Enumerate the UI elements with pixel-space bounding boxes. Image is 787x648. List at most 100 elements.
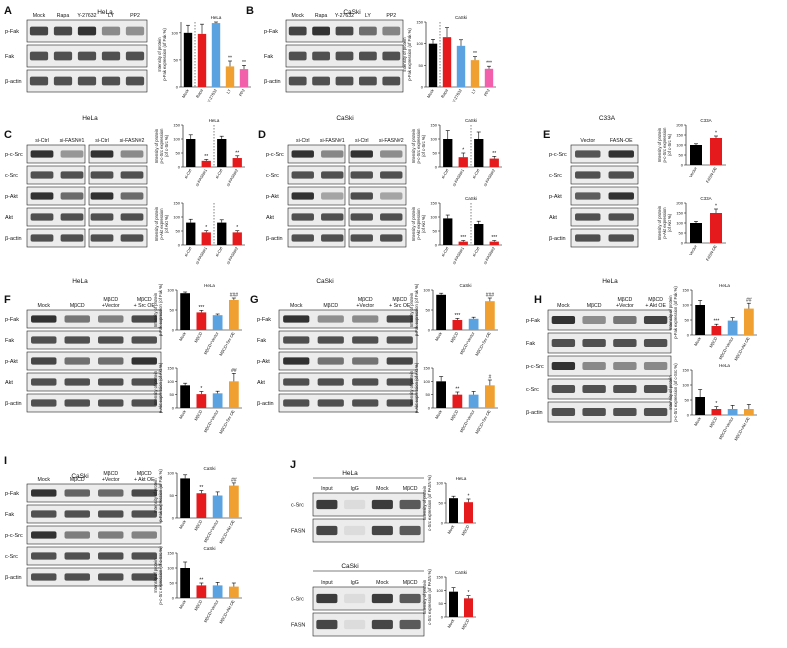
blot-label: FASN bbox=[291, 623, 305, 629]
y-axis-label: (of Akt %) bbox=[421, 214, 426, 233]
band bbox=[575, 171, 601, 179]
y-tick-label: 0 bbox=[441, 615, 444, 620]
band bbox=[312, 51, 330, 61]
y-axis-label: Intensity of protein bbox=[402, 37, 407, 72]
band bbox=[608, 213, 634, 221]
blot-label: β-actin bbox=[526, 410, 543, 416]
bar-chart: C33A Intensity of protein p-Akt expression… bbox=[657, 196, 726, 262]
y-axis-label: Intensity of protein bbox=[153, 292, 158, 327]
lane-label: + Akt OE bbox=[645, 303, 666, 309]
lane-label: MβCD bbox=[358, 297, 373, 303]
x-tick-label: Rapa bbox=[195, 87, 204, 98]
band bbox=[131, 489, 157, 497]
band bbox=[317, 399, 344, 407]
coip-subpanel: HeLa Input IgG Mock MβCD c-Src FASN HeLa Intensi… bbox=[291, 470, 476, 543]
lane-label: Vector bbox=[580, 138, 595, 144]
x-tick-label: Mock bbox=[426, 88, 435, 99]
y-tick-label: 100 bbox=[167, 471, 174, 476]
lane-label: Mock bbox=[376, 580, 389, 586]
y-tick-label: 0 bbox=[441, 521, 444, 526]
band bbox=[371, 593, 393, 604]
bar bbox=[485, 301, 495, 330]
y-axis-label: p-Fak expression (of Fak %) bbox=[162, 28, 167, 81]
x-tick-label: Mock bbox=[178, 409, 187, 420]
band bbox=[131, 573, 157, 581]
bar bbox=[232, 232, 242, 245]
blot-frame bbox=[287, 207, 346, 227]
blot-strip bbox=[570, 165, 639, 185]
y-axis-label: p-Fak expression (of Fak %) bbox=[414, 283, 419, 336]
x-tick-label: FASN-OE bbox=[705, 244, 718, 262]
band bbox=[90, 150, 114, 158]
band bbox=[551, 339, 576, 347]
lane-label: MβCD bbox=[70, 303, 85, 309]
band bbox=[288, 76, 307, 86]
significance-label: * bbox=[205, 225, 207, 231]
band bbox=[98, 357, 124, 365]
blot-frame bbox=[570, 228, 639, 248]
blot-frame bbox=[287, 228, 346, 248]
significance-label: ** bbox=[235, 150, 239, 156]
band bbox=[352, 399, 379, 407]
y-tick-label: 150 bbox=[167, 551, 174, 556]
bar-chart: CaSki Intensity of protein p-Fak expressio… bbox=[402, 15, 496, 103]
cell-line-label: CaSki bbox=[336, 115, 353, 122]
blot-label: β-actin bbox=[257, 401, 274, 407]
band bbox=[316, 619, 338, 630]
y-axis-label: Intensity of protein bbox=[153, 558, 158, 593]
lane-label: LY bbox=[108, 13, 114, 19]
band bbox=[283, 315, 310, 323]
band bbox=[321, 192, 344, 200]
band bbox=[77, 26, 97, 36]
bar bbox=[239, 69, 249, 87]
y-axis-label: p-c-Src expression bbox=[662, 127, 667, 163]
band bbox=[643, 362, 668, 370]
blot-frame bbox=[287, 144, 346, 164]
y-axis-label: Intensity of protein bbox=[409, 370, 414, 405]
bar bbox=[474, 224, 484, 245]
blot-strip bbox=[547, 401, 672, 423]
cell-line-label: C33A bbox=[599, 115, 616, 122]
lane-label: + Src OE bbox=[389, 303, 411, 309]
y-axis-label: p-c-Src expression (of c-Src %) bbox=[673, 363, 678, 422]
x-tick-label: si-Ctrl bbox=[183, 246, 193, 258]
blot-strip bbox=[287, 207, 407, 227]
significance-label: *** bbox=[198, 305, 204, 311]
x-tick-label: Rapa bbox=[440, 87, 449, 98]
blot-frame bbox=[312, 612, 425, 637]
bar-chart: Intensity of protein p-Akt expression (of… bbox=[409, 362, 498, 435]
y-axis-label: Intensity of protein bbox=[422, 485, 427, 520]
lane-label: Input bbox=[321, 486, 333, 492]
y-axis-label: c-Src expression (of FASN %) bbox=[427, 475, 432, 531]
band bbox=[60, 192, 84, 200]
x-tick-label: si-Ctrl bbox=[440, 168, 450, 180]
y-tick-label: 0 bbox=[172, 406, 175, 411]
y-tick-label: 0 bbox=[681, 241, 684, 246]
band bbox=[29, 76, 49, 86]
band bbox=[643, 385, 668, 393]
blot-frame bbox=[278, 351, 418, 371]
lane-label: Mock bbox=[290, 303, 303, 309]
y-axis-label: Intensity of protein bbox=[154, 206, 159, 241]
panel-letter: B bbox=[246, 5, 254, 17]
blot-strip bbox=[26, 504, 162, 524]
bar bbox=[196, 312, 207, 330]
blot-frame bbox=[26, 165, 86, 185]
bar bbox=[183, 32, 193, 87]
significance-label: ** bbox=[492, 151, 496, 157]
bar bbox=[186, 139, 196, 167]
y-axis-label: Intensity of protein bbox=[657, 127, 662, 162]
band bbox=[643, 408, 668, 416]
lane-label: LY bbox=[365, 13, 371, 19]
y-axis-label: (of c-Src %) bbox=[164, 134, 169, 157]
bar bbox=[690, 145, 702, 165]
band bbox=[382, 26, 401, 36]
bar-chart: CaSki Intensity of protein c-Src expressio… bbox=[422, 569, 476, 630]
bar bbox=[710, 213, 722, 243]
chart-title: HeLa bbox=[719, 283, 730, 288]
x-tick-label: MβCD bbox=[708, 336, 718, 348]
band bbox=[291, 150, 314, 158]
bar bbox=[458, 241, 468, 245]
blot-strip bbox=[285, 44, 404, 68]
